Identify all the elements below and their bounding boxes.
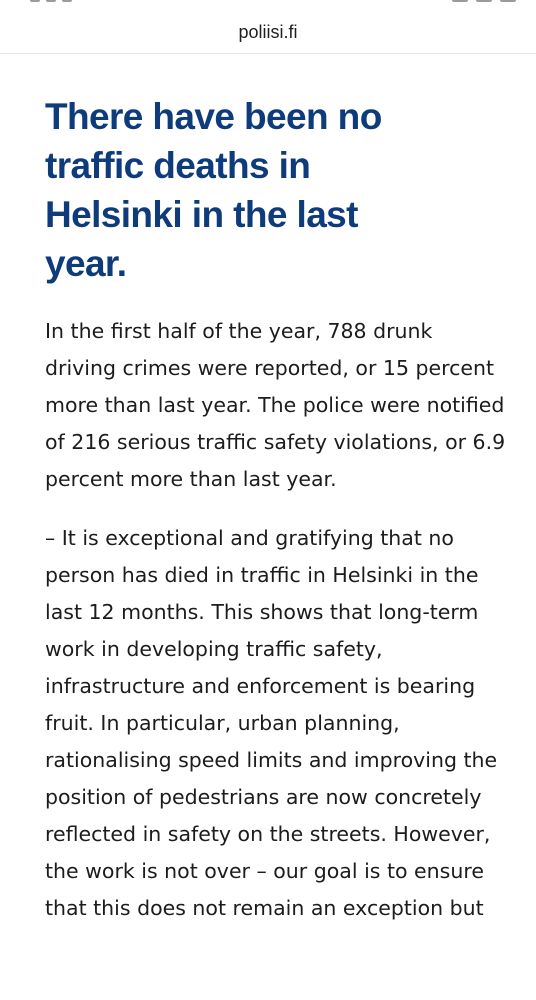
status-glyph	[30, 0, 40, 2]
url-text[interactable]: poliisi.fi	[238, 22, 298, 42]
battery-icon	[500, 0, 516, 2]
article-paragraph: – It is exceptional and gratifying that …	[45, 526, 498, 920]
signal-icon	[452, 0, 468, 2]
status-time-area	[30, 0, 94, 2]
article-headline: There have been no traffic deaths in Hel…	[45, 96, 382, 284]
status-glyph	[62, 0, 72, 2]
article-paragraph: In the first half of the year, 788 drunk…	[45, 319, 506, 491]
browser-address-bar[interactable]: poliisi.fi	[0, 12, 536, 54]
status-icons	[406, 0, 516, 2]
status-glyph	[46, 0, 56, 2]
article-content: There have been no traffic deaths in Hel…	[45, 92, 507, 927]
status-bar	[0, 0, 536, 12]
wifi-icon	[476, 0, 492, 2]
